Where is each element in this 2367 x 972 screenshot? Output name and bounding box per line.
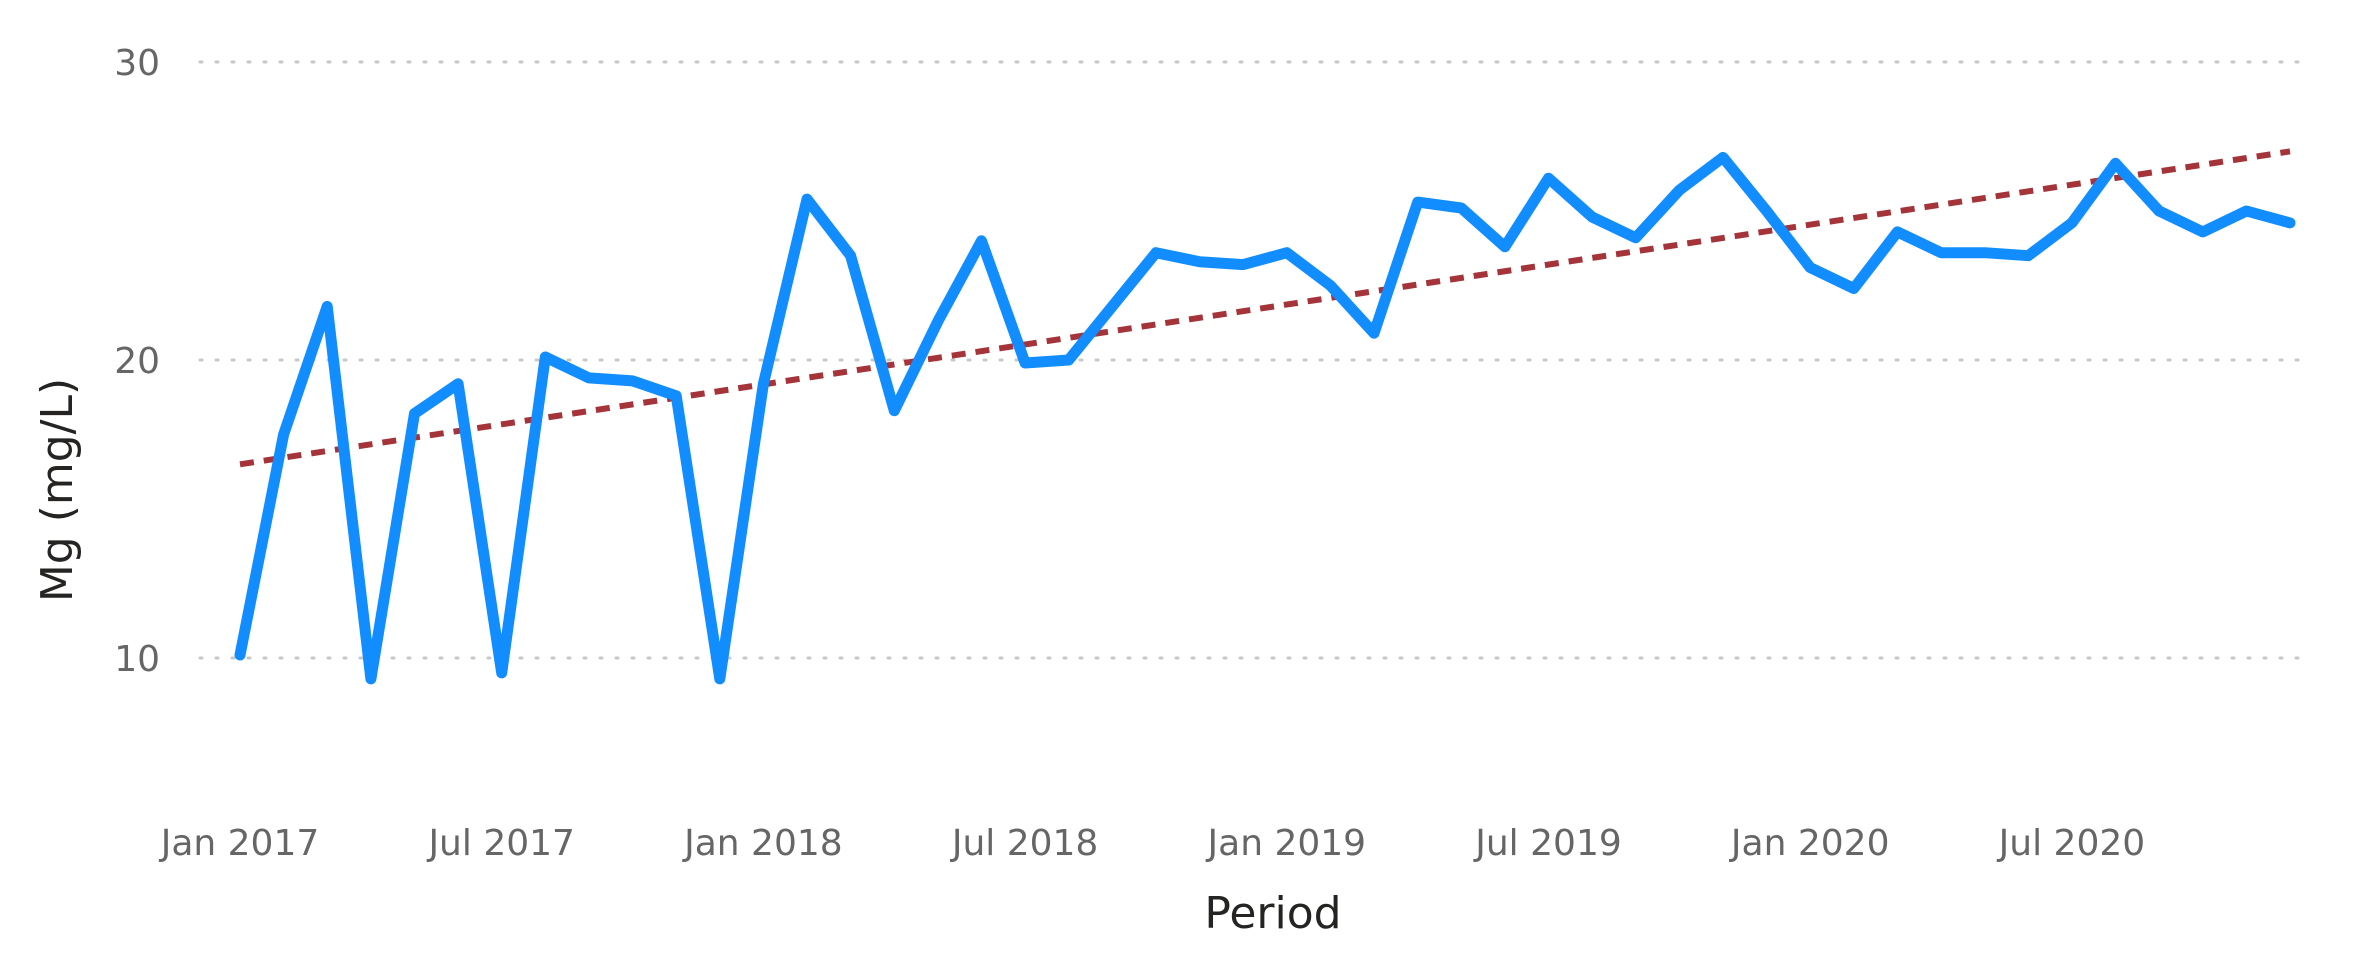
y-axis-title: Mg (mg/L) bbox=[32, 378, 83, 602]
x-tick-label: Jul 2018 bbox=[950, 823, 1099, 864]
series-line-0 bbox=[234, 151, 2296, 685]
x-axis-title: Period bbox=[1204, 888, 1341, 939]
x-tick-label: Jul 2019 bbox=[1473, 823, 1622, 864]
y-tick-label-30: 30 bbox=[114, 43, 160, 84]
x-tick-label: Jul 2017 bbox=[426, 823, 575, 864]
x-tick-label: Jul 2020 bbox=[1997, 823, 2146, 864]
trend-line-group bbox=[239, 148, 2291, 468]
y-axis-ticks: 10 20 30 bbox=[114, 43, 160, 680]
series-group bbox=[234, 151, 2296, 685]
x-tick-label: Jan 2020 bbox=[1729, 823, 1890, 864]
x-axis-ticks: Jan 2017 Jul 2017 Jan 2018 Jul 2018 Jan 2019… bbox=[159, 823, 2145, 864]
x-tick-label: Jan 2017 bbox=[159, 823, 320, 864]
trend-line bbox=[239, 148, 2291, 468]
x-tick-label: Jan 2019 bbox=[1206, 823, 1367, 864]
y-tick-label-10: 10 bbox=[114, 639, 160, 680]
x-tick-label: Jan 2018 bbox=[682, 823, 843, 864]
y-tick-label-20: 20 bbox=[114, 341, 160, 382]
